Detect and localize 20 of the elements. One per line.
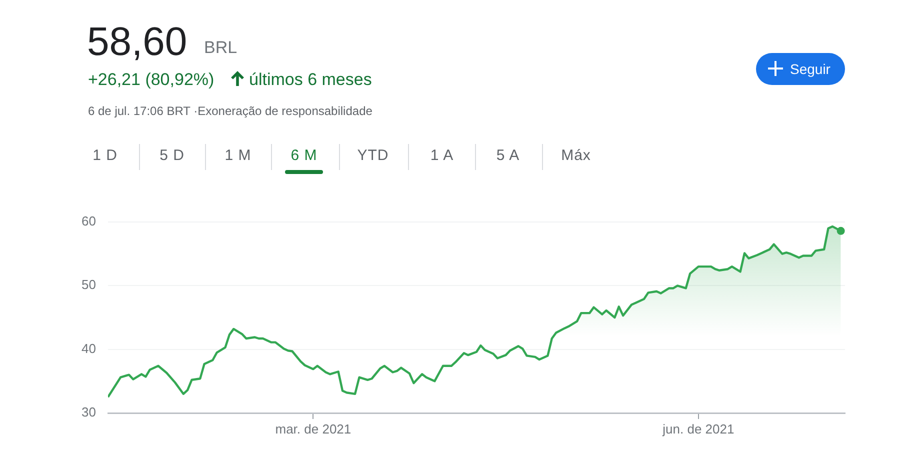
x-tick-label: jun. de 2021 bbox=[662, 421, 734, 436]
y-tick-label: 50 bbox=[82, 277, 96, 292]
text: Máx bbox=[561, 147, 591, 164]
text: 1 M bbox=[224, 147, 252, 164]
text: 6 M bbox=[290, 147, 318, 164]
y-tick-label: 40 bbox=[82, 340, 96, 356]
text: 5 D bbox=[160, 147, 184, 164]
text: 1 D bbox=[92, 147, 118, 164]
text: 6 de jul. 17:06 BRT ·Exoneração de responsabilidade bbox=[88, 104, 372, 118]
text: +26,21 (80,92%) bbox=[88, 70, 214, 90]
y-tick-label: 60 bbox=[82, 214, 96, 229]
x-tick-label: mar. de 2021 bbox=[275, 421, 352, 436]
text: últimos 6 meses bbox=[249, 70, 372, 90]
text: 1 A bbox=[430, 147, 454, 164]
text: 5 A bbox=[496, 147, 520, 164]
chart-title: 58,60 bbox=[87, 19, 188, 66]
text: BRL bbox=[204, 38, 238, 58]
text: YTD bbox=[357, 147, 389, 164]
y-tick-label: 30 bbox=[82, 404, 96, 420]
text: Seguir bbox=[790, 61, 830, 77]
